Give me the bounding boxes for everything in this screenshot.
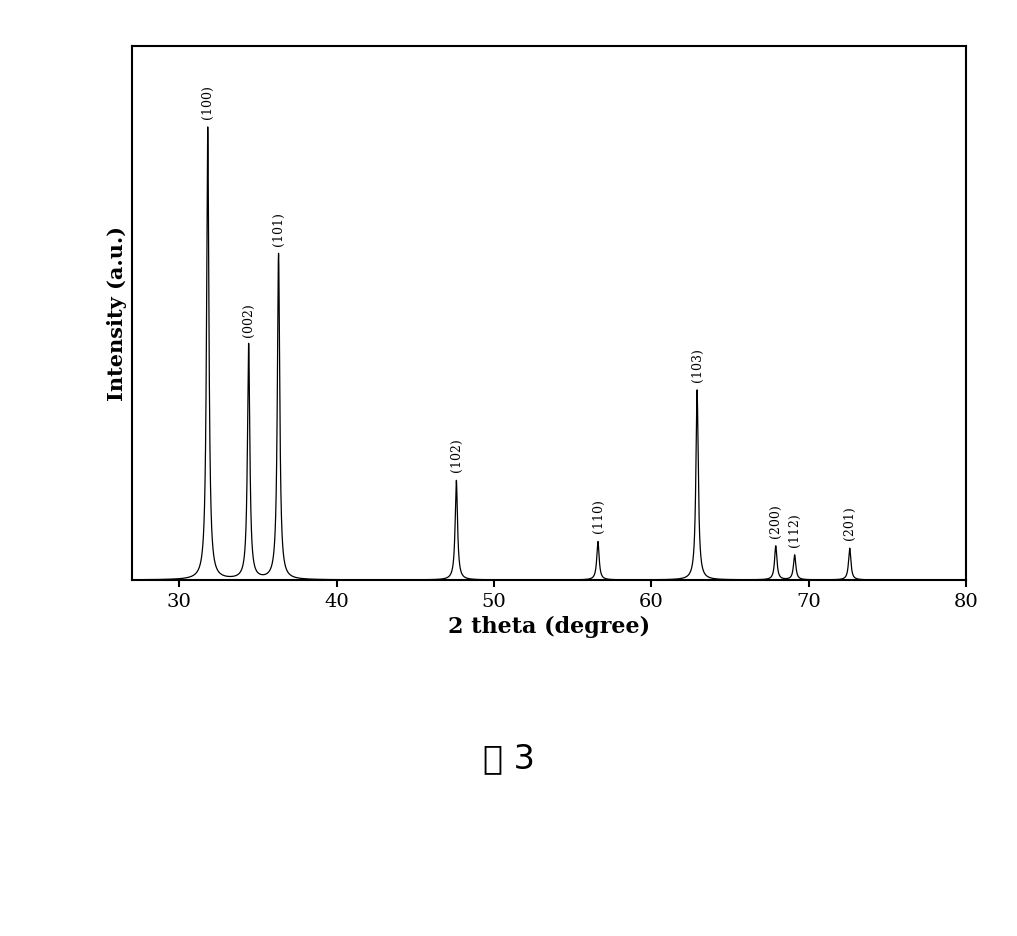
Y-axis label: Intensity (a.u.): Intensity (a.u.) [107,227,127,401]
Text: (101): (101) [272,212,285,246]
X-axis label: 2 theta (degree): 2 theta (degree) [448,616,650,637]
Text: (102): (102) [450,438,463,472]
Text: (110): (110) [592,499,604,533]
Text: (112): (112) [788,513,801,547]
Text: 图 3: 图 3 [482,741,535,775]
Text: (201): (201) [843,506,856,540]
Text: (002): (002) [242,302,255,336]
Text: (200): (200) [769,504,782,537]
Text: (103): (103) [691,347,704,381]
Text: (100): (100) [201,85,215,119]
